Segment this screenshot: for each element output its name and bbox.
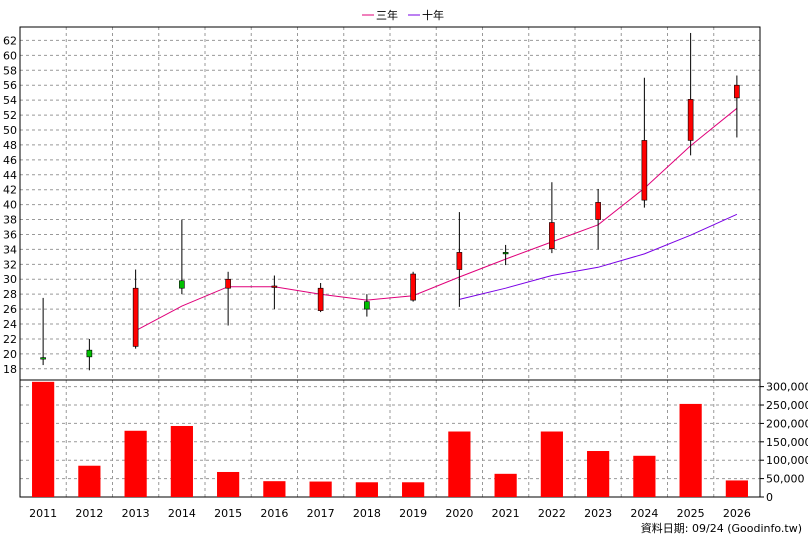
volume-bar (309, 481, 332, 497)
candle-body (225, 278, 231, 289)
volume-tick-label: 0 (766, 491, 773, 504)
price-tick-label: 30 (3, 273, 17, 286)
volume-bar (587, 451, 610, 497)
price-tick-label: 54 (3, 94, 17, 107)
candle-body (456, 252, 463, 270)
volume-tick-label: 200,000 (766, 417, 808, 430)
volume-axis-ticks: 0 50,000 100,000 150,000 200,000 250,000 300,0… (760, 381, 808, 504)
x-tick-label: 2011 (29, 507, 57, 520)
volume-bar (448, 431, 471, 497)
volume-bar (679, 403, 702, 497)
price-tick-label: 50 (3, 124, 17, 137)
x-tick-label: 2015 (214, 507, 242, 520)
price-tick-label: 24 (3, 318, 17, 331)
price-tick-label: 48 (3, 139, 17, 152)
x-tick-label: 2023 (584, 507, 612, 520)
price-tick-label: 58 (3, 64, 17, 77)
price-tick-label: 62 (3, 34, 17, 47)
data-date-footer: 資料日期: 09/24 (Goodinfo.tw) (641, 521, 802, 535)
price-tick-label: 32 (3, 258, 17, 271)
x-tick-label: 2021 (492, 507, 520, 520)
volume-bar (170, 425, 193, 497)
volume-tick-label: 50,000 (766, 473, 805, 486)
price-tick-label: 20 (3, 348, 17, 361)
volume-bar (355, 482, 378, 497)
x-tick-label: 2026 (723, 507, 751, 520)
candle-body (317, 287, 324, 311)
volume-bar (633, 455, 656, 497)
candle-body (40, 357, 46, 360)
x-tick-label: 2017 (307, 507, 335, 520)
plot-frames (19, 26, 761, 498)
x-tick-label: 2022 (538, 507, 566, 520)
price-tick-label: 36 (3, 228, 17, 241)
candle-body (179, 280, 185, 289)
candle-body (502, 252, 509, 255)
candle-body (687, 99, 694, 141)
legend-label-三年: 三年 (376, 8, 398, 22)
price-tick-label: 56 (3, 79, 17, 92)
volume-plot-frame (19, 379, 761, 498)
x-tick-label: 2018 (353, 507, 381, 520)
candle-body (595, 202, 601, 220)
x-tick-label: 2020 (445, 507, 473, 520)
volume-tick-label: 100,000 (766, 454, 808, 467)
candle-body (641, 140, 648, 201)
candle-body (132, 287, 139, 347)
candle-body (86, 349, 93, 358)
price-tick-label: 38 (3, 214, 17, 227)
x-tick-label: 2013 (122, 507, 150, 520)
price-gridlines (19, 27, 761, 380)
x-tick-label: 2016 (260, 507, 288, 520)
volume-tick-label: 250,000 (766, 399, 808, 412)
moving-average-lines (135, 107, 738, 332)
price-tick-label: 44 (3, 169, 17, 182)
x-tick-label: 2012 (75, 507, 103, 520)
price-tick-label: 52 (3, 109, 17, 122)
price-tick-label: 26 (3, 303, 17, 316)
volume-bar (540, 431, 563, 497)
price-tick-label: 42 (3, 184, 17, 197)
volume-bar (402, 482, 425, 497)
x-tick-label: 2019 (399, 507, 427, 520)
price-tick-label: 18 (3, 363, 17, 376)
candle-body (734, 84, 740, 99)
candle-body (549, 222, 555, 249)
price-tick-label: 46 (3, 154, 17, 167)
volume-bar (725, 480, 748, 497)
volume-bar (263, 481, 286, 497)
ma-line-十年 (459, 213, 738, 300)
x-tick-label: 2014 (168, 507, 196, 520)
price-tick-label: 60 (3, 49, 17, 62)
volume-bar (124, 430, 147, 497)
ma-line-三年 (135, 107, 738, 332)
volume-bar (494, 473, 517, 497)
price-tick-label: 40 (3, 199, 17, 212)
volume-tick-label: 150,000 (766, 436, 808, 449)
volume-bar (78, 465, 101, 497)
price-tick-label: 34 (3, 243, 17, 256)
candle-body (364, 301, 370, 310)
volume-bar (32, 381, 55, 497)
x-tick-label: 2025 (677, 507, 705, 520)
volume-bar (217, 471, 240, 497)
candle-body (271, 285, 278, 288)
x-axis-ticks: 2011 2012 2013 2014 2015 2016 2017 2018 2019 2020… (29, 507, 751, 520)
price-tick-label: 22 (3, 333, 17, 346)
x-tick-label: 2024 (630, 507, 658, 520)
volume-tick-label: 300,000 (766, 381, 808, 394)
candle-body (410, 273, 416, 301)
volume-bars (32, 381, 748, 497)
legend-label-十年: 十年 (422, 8, 444, 22)
legend: 三年 十年 (362, 8, 444, 22)
candlesticks (40, 32, 740, 371)
price-tick-label: 28 (3, 288, 17, 301)
